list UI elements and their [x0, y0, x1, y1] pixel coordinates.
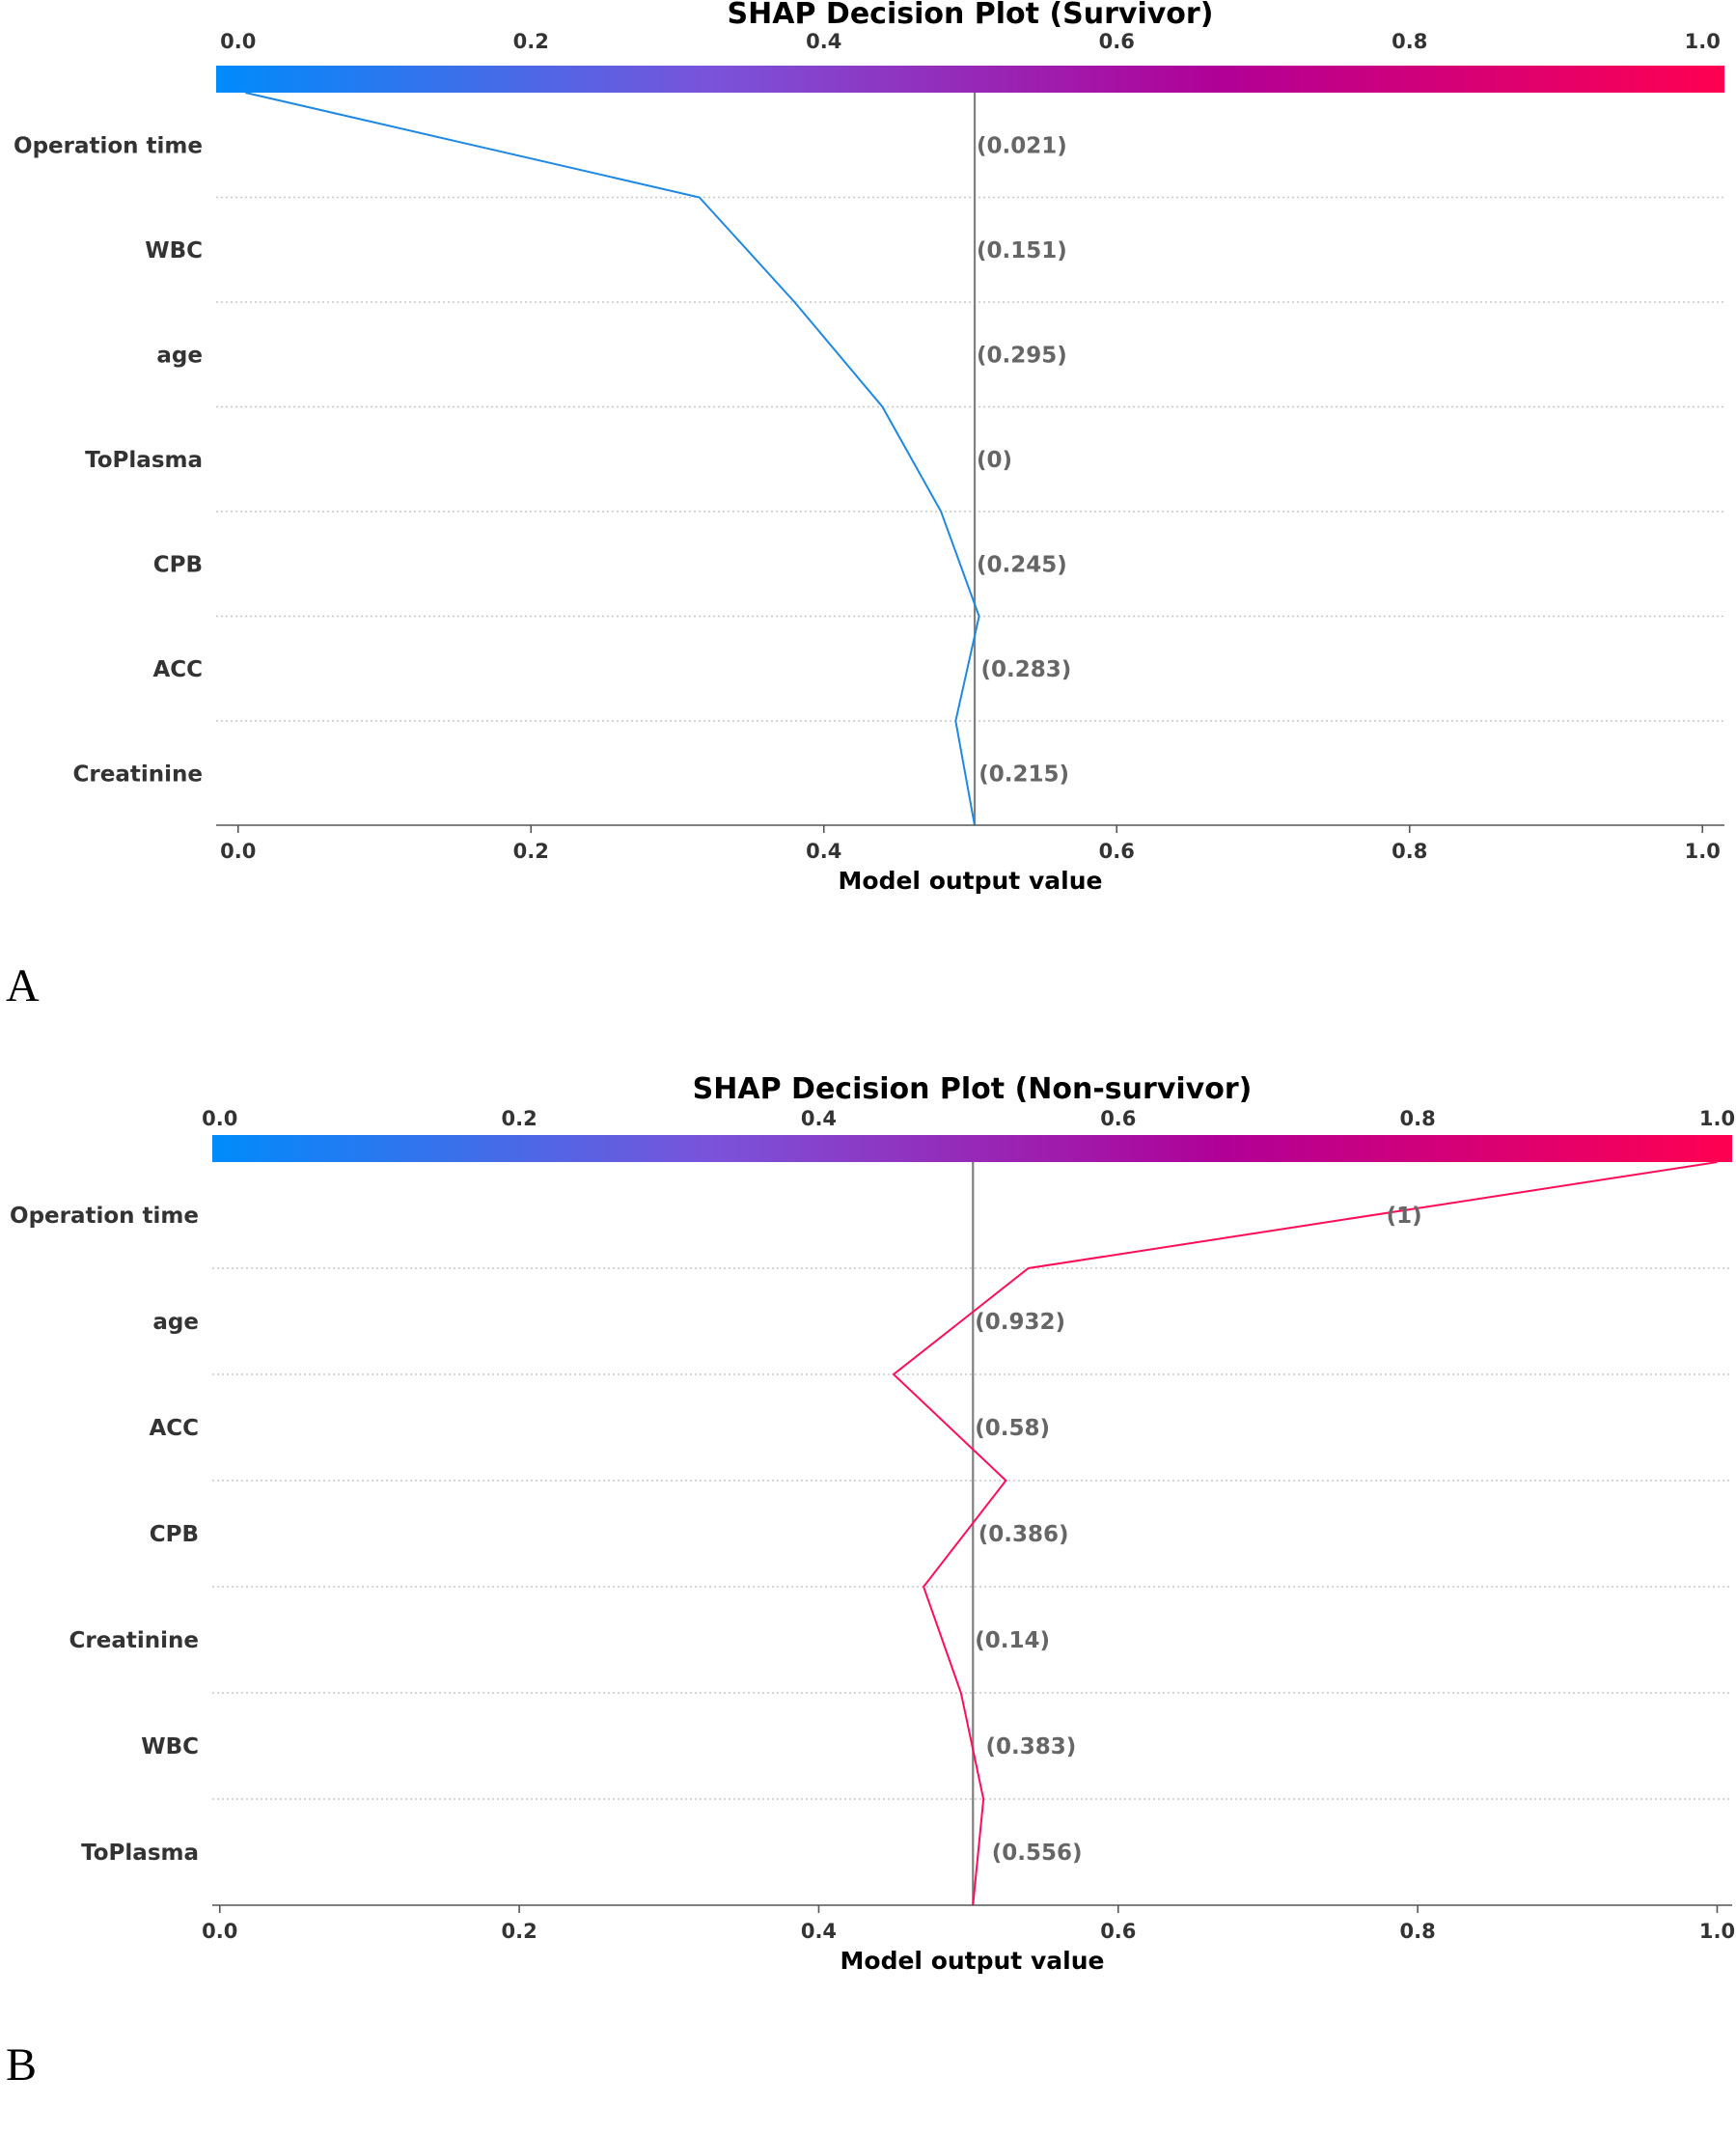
decision-plot-survivor: SHAP Decision Plot (Survivor) 0.0 0.2 0.4 0.…: [14, 0, 1724, 895]
x-tick-label: 0.6: [1100, 1920, 1136, 1943]
feature-label: ToPlasma: [85, 448, 203, 473]
feature-label: Operation time: [10, 1204, 199, 1229]
feature-value-label: (0.151): [977, 238, 1067, 263]
feature-label: Operation time: [14, 133, 203, 158]
feature-label: Creatinine: [69, 1628, 199, 1653]
x-tick-label: 0.0: [202, 1920, 237, 1943]
feature-label: age: [156, 343, 203, 368]
x-tick-label: 1.0: [1685, 840, 1721, 863]
feature-label: CPB: [150, 1522, 199, 1547]
feature-label: age: [152, 1310, 199, 1335]
x-tick-label: 0.8: [1392, 840, 1427, 863]
panel-label: B: [6, 2039, 38, 2091]
top-tick-label: 0.8: [1400, 1107, 1436, 1130]
x-axis-label: Model output value: [839, 867, 1103, 895]
feature-value-label: (0.14): [975, 1628, 1050, 1653]
top-tick-label: 0.4: [801, 1107, 837, 1130]
colorbar: [212, 1135, 1732, 1162]
decision-plot-non-survivor: SHAP Decision Plot (Non-survivor) 0.0 0.2 0…: [10, 1072, 1735, 1975]
colorbar: [216, 66, 1724, 93]
top-tick-label: 0.0: [220, 30, 256, 53]
feature-value-label: (0.283): [980, 657, 1071, 682]
feature-label: ACC: [152, 657, 203, 682]
top-tick-label: 1.0: [1685, 30, 1721, 53]
feature-value-label: (0.556): [992, 1841, 1083, 1866]
x-tick-label: 0.2: [502, 1920, 537, 1943]
top-tick-label: 0.6: [1099, 30, 1135, 53]
panel-label: A: [6, 960, 40, 1011]
feature-label: ACC: [149, 1416, 199, 1441]
feature-label: Creatinine: [73, 762, 203, 787]
feature-label: WBC: [145, 238, 203, 263]
panel-a: SHAP Decision Plot (Survivor) 0.0 0.2 0.4 0.…: [0, 0, 1736, 1062]
x-tick-label: 0.4: [801, 1920, 837, 1943]
x-tick-label: 1.0: [1699, 1920, 1735, 1943]
feature-value-label: (0.932): [975, 1310, 1065, 1335]
panel-b: SHAP Decision Plot (Non-survivor) 0.0 0.2 0…: [0, 1071, 1736, 2133]
feature-value-label: (0.383): [986, 1734, 1077, 1759]
top-tick-label: 0.4: [806, 30, 841, 53]
top-tick-label: 0.2: [502, 1107, 537, 1130]
x-axis-label: Model output value: [840, 1947, 1105, 1975]
feature-value-label: (0.295): [977, 343, 1067, 368]
feature-value-label: (0): [977, 448, 1012, 473]
feature-value-label: (1): [1387, 1204, 1422, 1229]
feature-label: ToPlasma: [81, 1841, 199, 1866]
top-tick-label: 0.0: [202, 1107, 237, 1130]
feature-value-label: (0.215): [978, 762, 1069, 787]
top-tick-label: 0.8: [1392, 30, 1427, 53]
chart-title: SHAP Decision Plot (Non-survivor): [693, 1072, 1253, 1106]
feature-value-label: (0.386): [978, 1522, 1069, 1547]
x-tick-label: 0.6: [1099, 840, 1135, 863]
top-tick-label: 0.2: [513, 30, 549, 53]
x-tick-label: 0.2: [513, 840, 549, 863]
top-tick-label: 1.0: [1699, 1107, 1735, 1130]
x-tick-label: 0.0: [220, 840, 256, 863]
top-tick-label: 0.6: [1100, 1107, 1136, 1130]
feature-value-label: (0.245): [977, 552, 1067, 577]
feature-label: CPB: [153, 552, 203, 577]
feature-value-label: (0.58): [975, 1416, 1050, 1441]
x-tick-label: 0.4: [806, 840, 841, 863]
x-tick-label: 0.8: [1400, 1920, 1436, 1943]
decision-line: [245, 92, 980, 826]
feature-value-label: (0.021): [977, 133, 1067, 158]
chart-title: SHAP Decision Plot (Survivor): [728, 0, 1214, 31]
decision-line: [892, 1161, 1718, 1906]
feature-label: WBC: [141, 1734, 199, 1759]
